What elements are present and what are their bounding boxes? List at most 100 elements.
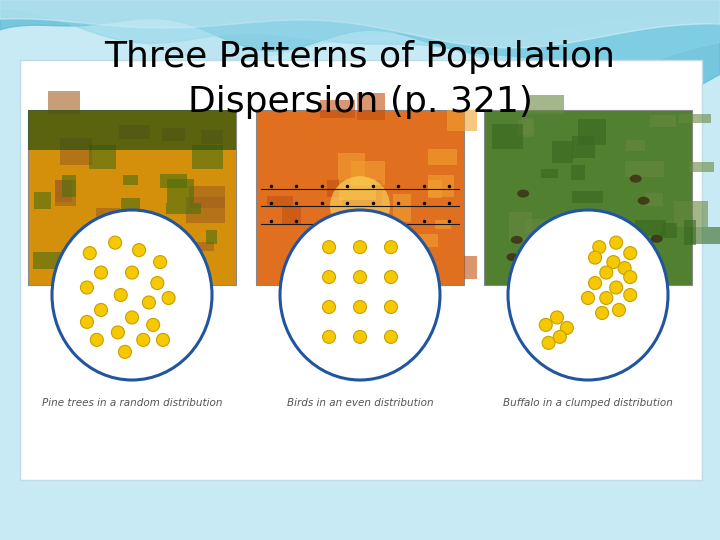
Bar [327, 180, 346, 197]
Bar [541, 169, 558, 178]
Bar [166, 202, 201, 214]
Circle shape [156, 333, 169, 346]
Circle shape [607, 255, 620, 268]
Bar [518, 120, 533, 135]
Circle shape [125, 266, 138, 279]
Circle shape [539, 319, 552, 332]
Bar [447, 110, 477, 131]
Bar [527, 94, 564, 114]
Ellipse shape [507, 253, 518, 261]
Bar [626, 140, 645, 151]
Bar [572, 136, 595, 158]
Bar [510, 212, 531, 240]
Circle shape [323, 241, 336, 254]
Bar [578, 118, 606, 145]
Circle shape [94, 303, 107, 316]
Bar [691, 227, 720, 244]
Circle shape [624, 288, 636, 301]
Ellipse shape [52, 210, 212, 380]
Circle shape [610, 236, 623, 249]
Ellipse shape [508, 210, 668, 380]
Ellipse shape [638, 197, 649, 205]
Circle shape [593, 241, 606, 254]
Circle shape [595, 307, 608, 320]
Bar [35, 192, 51, 208]
Ellipse shape [630, 174, 642, 183]
Circle shape [119, 346, 132, 359]
Bar [378, 232, 410, 246]
Bar [684, 220, 696, 245]
Circle shape [542, 336, 555, 349]
Bar [162, 129, 185, 141]
Bar [342, 259, 370, 269]
Circle shape [354, 271, 366, 284]
Circle shape [551, 311, 564, 324]
Text: Pine trees in a random distribution: Pine trees in a random distribution [42, 398, 222, 408]
Circle shape [354, 300, 366, 313]
Bar [96, 208, 120, 220]
Bar [428, 175, 454, 197]
Circle shape [114, 288, 127, 301]
Circle shape [354, 330, 366, 343]
Ellipse shape [510, 236, 523, 244]
Bar [572, 191, 603, 202]
Circle shape [588, 276, 601, 289]
Circle shape [588, 251, 601, 264]
Circle shape [112, 326, 125, 339]
Bar [571, 165, 585, 180]
Bar [661, 223, 678, 238]
Bar [186, 197, 225, 223]
Bar [320, 100, 356, 118]
Ellipse shape [549, 244, 562, 252]
Bar [201, 130, 222, 144]
Circle shape [81, 281, 94, 294]
Bar [392, 253, 402, 278]
Bar [680, 114, 711, 123]
Ellipse shape [280, 210, 440, 380]
Circle shape [582, 292, 595, 305]
Bar [60, 138, 92, 165]
Bar [383, 234, 393, 259]
Circle shape [147, 319, 160, 332]
Bar [338, 153, 365, 179]
Bar [688, 161, 714, 172]
Circle shape [137, 333, 150, 346]
Bar [192, 145, 222, 168]
Bar [61, 176, 76, 197]
Bar [48, 91, 81, 114]
Circle shape [94, 266, 107, 279]
Bar [121, 198, 140, 218]
Circle shape [323, 300, 336, 313]
Bar [644, 193, 663, 206]
Bar [377, 246, 403, 271]
Circle shape [143, 296, 156, 309]
Bar [634, 220, 667, 237]
Bar [55, 180, 72, 202]
Text: Birds in an even distribution: Birds in an even distribution [287, 398, 433, 408]
Circle shape [153, 255, 166, 268]
Bar [357, 93, 384, 119]
Ellipse shape [651, 235, 662, 243]
Bar [143, 253, 178, 274]
Circle shape [109, 236, 122, 249]
Circle shape [323, 271, 336, 284]
Circle shape [560, 321, 573, 334]
Circle shape [624, 271, 636, 284]
Bar [28, 110, 236, 150]
Bar [492, 124, 523, 150]
Circle shape [624, 247, 636, 260]
Bar [189, 186, 225, 208]
Bar [55, 180, 76, 206]
Text: Buffalo in a clumped distribution: Buffalo in a clumped distribution [503, 398, 673, 408]
Circle shape [384, 241, 397, 254]
Bar [32, 252, 64, 269]
Circle shape [81, 315, 94, 328]
Bar [160, 174, 186, 188]
Bar [282, 206, 301, 225]
Circle shape [600, 292, 613, 305]
Bar [650, 116, 675, 127]
Bar [625, 257, 656, 276]
Ellipse shape [517, 190, 529, 198]
Bar [351, 161, 384, 185]
Circle shape [613, 303, 626, 316]
